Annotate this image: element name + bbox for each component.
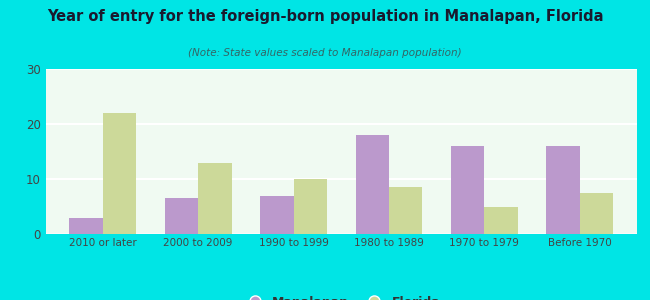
Bar [198, 163, 231, 234]
Text: (Note: State values scaled to Manalapan population): (Note: State values scaled to Manalapan … [188, 48, 462, 58]
Bar [580, 193, 613, 234]
Bar [294, 179, 327, 234]
Bar [103, 113, 136, 234]
Bar [356, 135, 389, 234]
Bar [389, 187, 422, 234]
Text: Year of entry for the foreign-born population in Manalapan, Florida: Year of entry for the foreign-born popul… [47, 9, 603, 24]
Bar [547, 146, 580, 234]
Bar [164, 198, 198, 234]
Bar [70, 218, 103, 234]
Legend: Manalapan, Florida: Manalapan, Florida [237, 290, 445, 300]
Bar [484, 206, 518, 234]
Bar [260, 196, 294, 234]
Bar [451, 146, 484, 234]
